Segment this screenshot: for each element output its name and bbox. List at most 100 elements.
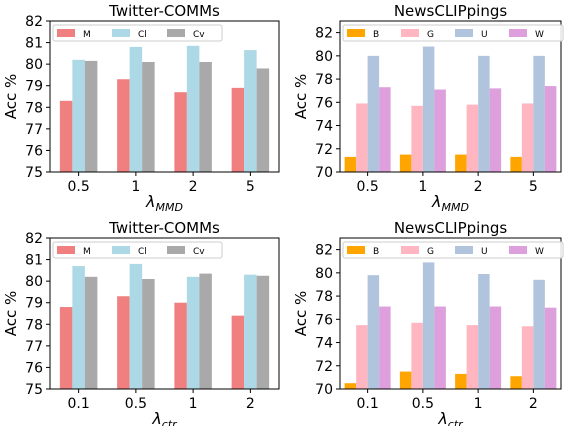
legend-label-cl: Cl	[138, 30, 147, 40]
x-axis-label-subscript: MMD	[156, 201, 183, 214]
y-axis-label: Acc %	[292, 291, 310, 337]
plot-frame	[49, 237, 280, 390]
legend-label-w: W	[535, 30, 544, 40]
legend-swatch-b	[347, 29, 365, 37]
bar-b-1	[399, 371, 412, 389]
y-tick-label: 78	[315, 289, 333, 305]
bar-b-2	[455, 154, 467, 172]
x-tick-label: 2	[474, 179, 483, 195]
bar-cl-3	[244, 274, 257, 389]
bar-w-1	[434, 89, 446, 172]
bar-cv-0	[84, 60, 98, 172]
legend-label-g: G	[427, 247, 434, 257]
plot-frame	[339, 237, 562, 390]
plot-frame	[49, 20, 280, 173]
bar-m-1	[117, 79, 130, 172]
legend-label-w: W	[535, 247, 544, 257]
legend-swatch-cl	[112, 246, 130, 254]
bar-cl-1	[129, 263, 143, 389]
y-tick-label: 82	[315, 26, 333, 42]
bar-cv-0	[84, 276, 98, 389]
legend-label-u: U	[481, 247, 488, 257]
y-tick-label: 82	[315, 243, 333, 259]
legend-swatch-u	[455, 246, 473, 254]
y-tick-label: 79	[25, 79, 43, 95]
legend-label-m: M	[83, 247, 91, 257]
y-tick-label: 75	[25, 165, 43, 181]
y-tick-label: 81	[25, 36, 43, 52]
bar-cl-0	[72, 59, 85, 173]
bar-m-0	[59, 307, 73, 389]
bar-m-0	[59, 100, 73, 172]
x-tick-label: 0.5	[356, 179, 378, 195]
legend-label-cl: Cl	[138, 247, 147, 257]
legend-label-cv: Cv	[193, 30, 205, 40]
x-axis-label-subscript: ctr	[448, 418, 464, 426]
bar-u-1	[422, 262, 435, 389]
bar-m-1	[117, 296, 130, 389]
x-axis-label: λMMD	[431, 192, 469, 214]
y-tick-label: 78	[25, 100, 43, 116]
y-axis-label: Acc %	[292, 74, 310, 120]
x-axis-label: λMMD	[145, 192, 183, 214]
legend-label-m: M	[83, 30, 91, 40]
chart-title: NewsCLIPpings	[394, 2, 508, 20]
bar-u-1	[422, 46, 435, 172]
x-axis-label-symbol: λ	[431, 192, 441, 211]
bar-cl-3	[244, 50, 257, 172]
x-tick-label: 0.5	[125, 396, 147, 412]
bar-cv-3	[256, 68, 270, 172]
y-tick-label: 81	[25, 253, 43, 269]
y-axis-label: Acc %	[2, 74, 20, 120]
bar-cl-2	[186, 45, 200, 172]
legend-label-g: G	[427, 30, 434, 40]
bar-g-2	[466, 104, 479, 172]
legend-label-b: B	[373, 247, 379, 257]
chart-panel-1: 70 72 74 76 78 80 82 0.5 1 2 5 NewsCLIPpings Acc % λM…	[292, 2, 564, 214]
y-tick-label: 74	[315, 336, 333, 352]
legend-box	[342, 24, 564, 42]
y-tick-label: 75	[25, 382, 43, 398]
chart-panel-2: 75 76 77 78 79 80 81 82 0.1 0.5 1 2 Twitter-COMMs Acc…	[2, 219, 280, 426]
bar-b-3	[510, 376, 522, 389]
y-tick-label: 79	[25, 296, 43, 312]
y-tick-label: 77	[25, 122, 43, 138]
x-axis-label-symbol: λ	[151, 409, 161, 426]
legend-swatch-g	[401, 246, 419, 254]
y-tick-label: 72	[315, 142, 333, 158]
bar-w-3	[544, 307, 557, 389]
y-axis-label: Acc %	[2, 291, 20, 337]
bar-u-2	[478, 274, 490, 389]
x-axis-label-symbol: λ	[145, 192, 155, 211]
bar-b-0	[344, 156, 357, 172]
bar-cv-2	[199, 273, 212, 389]
bar-cv-3	[256, 275, 270, 389]
legend-label-u: U	[481, 30, 488, 40]
bar-w-2	[489, 306, 502, 389]
bar-m-3	[231, 87, 245, 172]
y-tick-label: 78	[25, 317, 43, 333]
x-tick-label: 1	[131, 179, 140, 195]
legend-swatch-cl	[112, 29, 130, 37]
y-tick-label: 70	[315, 165, 333, 181]
y-tick-label: 78	[315, 72, 333, 88]
x-tick-label: 5	[529, 179, 538, 195]
x-tick-label: 1	[418, 179, 427, 195]
x-tick-label: 0.1	[356, 396, 378, 412]
legend: M Cl Cv	[52, 241, 223, 259]
chart-panel-3: 70 72 74 76 78 80 82 0.1 0.5 1 2 NewsCLIPpings Acc %…	[292, 219, 564, 426]
chart-title: Twitter-COMMs	[108, 219, 220, 237]
legend-swatch-w	[509, 246, 527, 254]
y-tick-label: 70	[315, 382, 333, 398]
x-tick-label: 1	[474, 396, 483, 412]
legend-label-b: B	[373, 30, 379, 40]
bar-g-2	[466, 325, 479, 389]
bar-u-3	[533, 55, 545, 172]
x-axis-label: λctr	[437, 409, 464, 426]
legend-swatch-cv	[167, 29, 185, 37]
legend-label-cv: Cv	[193, 247, 205, 257]
bar-cl-1	[129, 46, 143, 173]
y-tick-label: 80	[25, 57, 43, 73]
bar-w-0	[379, 306, 391, 389]
legend-swatch-cv	[167, 246, 185, 254]
